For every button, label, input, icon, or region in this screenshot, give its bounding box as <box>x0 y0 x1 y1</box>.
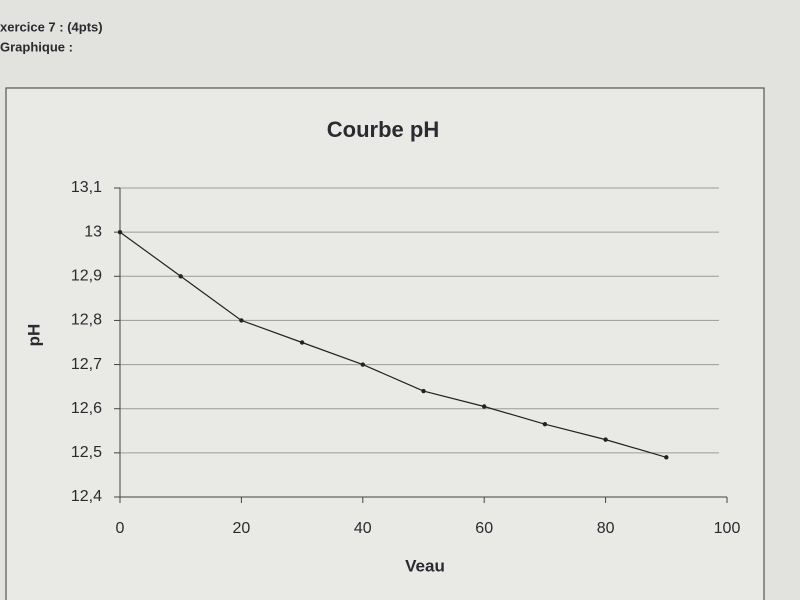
x-tick-label: 80 <box>597 520 615 537</box>
data-point <box>542 421 548 427</box>
data-point <box>360 362 365 367</box>
data-point <box>239 318 244 323</box>
x-tick-label: 40 <box>354 520 372 537</box>
y-tick-label: 12,7 <box>71 356 102 373</box>
data-point <box>299 340 305 345</box>
y-tick-label: 12,9 <box>71 268 102 285</box>
chart-title: Courbe pH <box>327 117 439 142</box>
data-point <box>482 404 487 409</box>
data-point <box>117 229 123 235</box>
x-tick-label: 100 <box>714 520 741 537</box>
data-point <box>421 388 426 394</box>
y-axis-label: pH <box>24 324 43 347</box>
x-axis-label: Veau <box>405 556 445 575</box>
chart-frame <box>5 87 765 600</box>
y-tick-label: 13 <box>84 223 102 240</box>
y-tick-label: 12,8 <box>71 312 102 329</box>
data-point <box>603 437 608 442</box>
y-tick-label: 12,6 <box>71 400 102 417</box>
x-tick-label: 0 <box>116 520 125 537</box>
y-tick-label: 12,4 <box>71 488 102 505</box>
data-point <box>664 455 669 460</box>
exercise-heading: xercice 7 : (4pts) <box>0 19 103 34</box>
y-tick-label: 12,5 <box>71 444 102 461</box>
data-point <box>178 274 183 279</box>
x-tick-label: 60 <box>475 520 493 537</box>
y-tick-label: 13,1 <box>71 179 102 196</box>
data-line <box>119 231 667 458</box>
section-heading: Graphique : <box>0 39 73 54</box>
x-tick-label: 20 <box>233 520 251 537</box>
